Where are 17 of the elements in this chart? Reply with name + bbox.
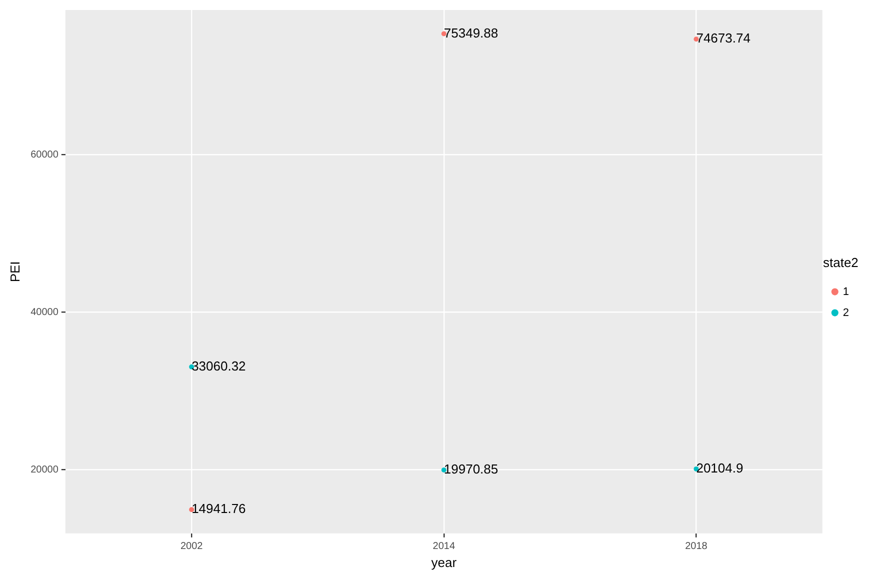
- data-label: 75349.88: [444, 25, 498, 40]
- y-axis-title: PEI: [7, 261, 22, 282]
- y-tick-label: 60000: [30, 149, 59, 160]
- y-tick-label: 20000: [30, 464, 59, 476]
- legend-label: 2: [842, 306, 850, 319]
- data-label: 33060.32: [192, 358, 246, 374]
- data-label: 19970.85: [444, 462, 498, 477]
- data-label: 14941.76: [192, 501, 246, 516]
- data-label: 20104.9: [696, 460, 744, 476]
- x-tick-label: 2014: [432, 541, 456, 552]
- legend-title: state2: [822, 254, 858, 270]
- y-tick-label: 40000: [30, 306, 59, 318]
- data-label: 74673.74: [696, 30, 750, 46]
- legend-label: 1: [842, 286, 850, 298]
- x-axis-title: year: [431, 554, 458, 570]
- x-tick-label: 2002: [180, 541, 204, 552]
- x-tick-label: 2018: [685, 541, 708, 552]
